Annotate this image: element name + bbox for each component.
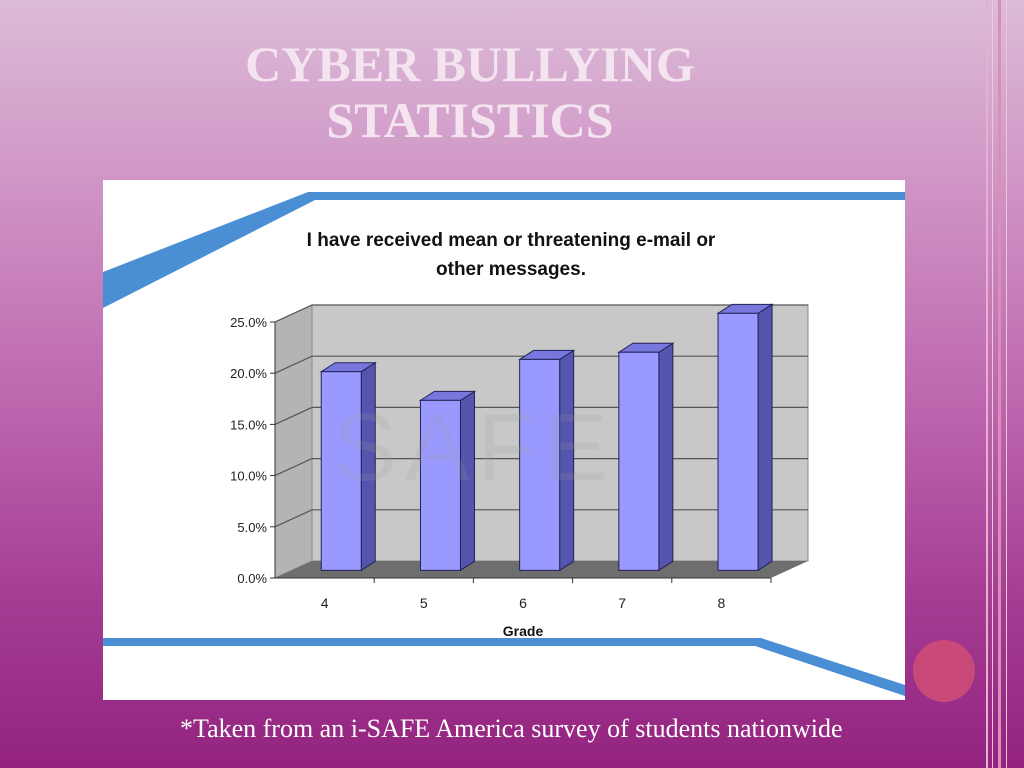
decorative-circle [913,640,975,702]
x-tick-label: 8 [718,595,726,611]
y-tick-label: 20.0% [230,366,267,381]
plot-area: 0.0% 5.0% 10.0% 15.0% 20.0% 25.0% 4 5 6 7 8 [230,303,809,611]
chart-panel: I have received mean or threatening e-ma… [103,180,905,700]
chart-title-line-1: I have received mean or threatening e-ma… [307,230,716,251]
x-tick-label: 5 [420,595,428,611]
bar [419,399,461,571]
x-tick-label: 6 [519,595,527,611]
bar [519,358,561,571]
y-tick-label: 15.0% [230,417,267,432]
footnote: *Taken from an i-SAFE America survey of … [180,714,843,743]
bar [717,312,759,571]
chart-title-line-2: other messages. [436,259,586,280]
y-tick-label: 25.0% [230,315,267,330]
y-tick-label: 5.0% [237,520,267,535]
watermark-text: SAFE [333,394,616,501]
slide-title: CYBER BULLYING STATISTICS [170,36,770,148]
bar-side [658,342,674,572]
slide-title-line-1: CYBER BULLYING [245,36,695,92]
y-tick-label: 10.0% [230,469,267,484]
x-axis-label: Grade [503,623,544,639]
x-tick-label: 7 [618,595,626,611]
bar [618,351,660,571]
gridline [274,304,808,323]
bar [320,371,362,571]
decorative-edge-lines [980,0,1024,768]
x-tick-label: 4 [321,595,329,611]
bottom-band-wedge [103,638,905,696]
bar-side [757,303,773,572]
y-tick-label: 0.0% [237,571,267,586]
bar-chart: I have received mean or threatening e-ma… [103,192,905,696]
chart-side-wall [274,304,313,579]
slide-title-line-2: STATISTICS [326,92,614,148]
